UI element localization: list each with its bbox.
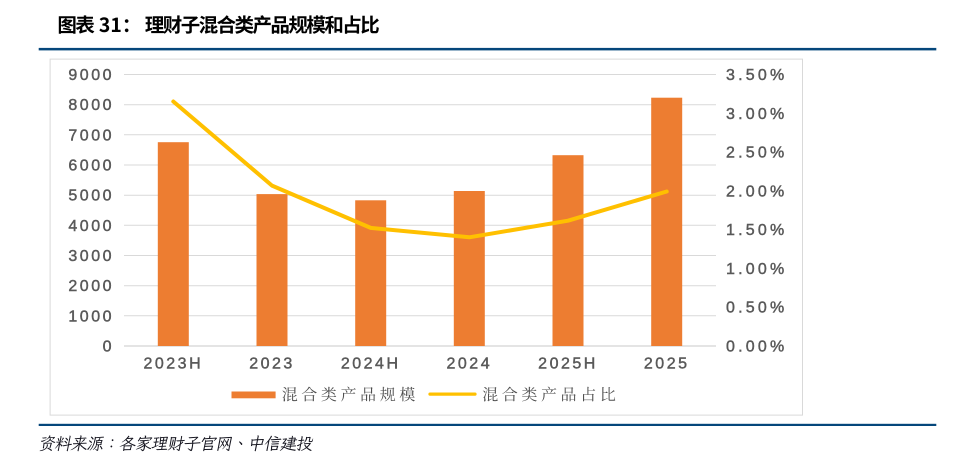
- svg-text:2023H: 2023H: [143, 356, 203, 373]
- svg-text:9000: 9000: [68, 67, 114, 84]
- svg-text:0.00%: 0.00%: [726, 339, 787, 356]
- svg-text:2024H: 2024H: [341, 356, 401, 373]
- svg-text:2.50%: 2.50%: [726, 145, 787, 162]
- svg-text:1000: 1000: [68, 308, 114, 325]
- svg-text:3000: 3000: [68, 248, 114, 265]
- svg-text:2023: 2023: [249, 356, 295, 373]
- svg-text:4000: 4000: [68, 218, 114, 235]
- svg-text:2024: 2024: [447, 356, 493, 373]
- svg-text:3.50%: 3.50%: [726, 67, 787, 84]
- svg-text:2.00%: 2.00%: [726, 183, 787, 200]
- svg-text:2000: 2000: [68, 278, 114, 295]
- svg-text:2025H: 2025H: [538, 356, 598, 373]
- svg-text:3.00%: 3.00%: [726, 106, 787, 123]
- svg-text:1.00%: 1.00%: [726, 261, 787, 278]
- svg-text:7000: 7000: [68, 127, 114, 144]
- svg-text:6000: 6000: [68, 158, 114, 175]
- svg-text:5000: 5000: [68, 188, 114, 205]
- svg-text:8000: 8000: [68, 97, 114, 114]
- svg-text:2025: 2025: [644, 356, 690, 373]
- svg-text:1.50%: 1.50%: [726, 222, 787, 239]
- svg-text:0.50%: 0.50%: [726, 300, 787, 317]
- svg-text:0: 0: [103, 339, 114, 356]
